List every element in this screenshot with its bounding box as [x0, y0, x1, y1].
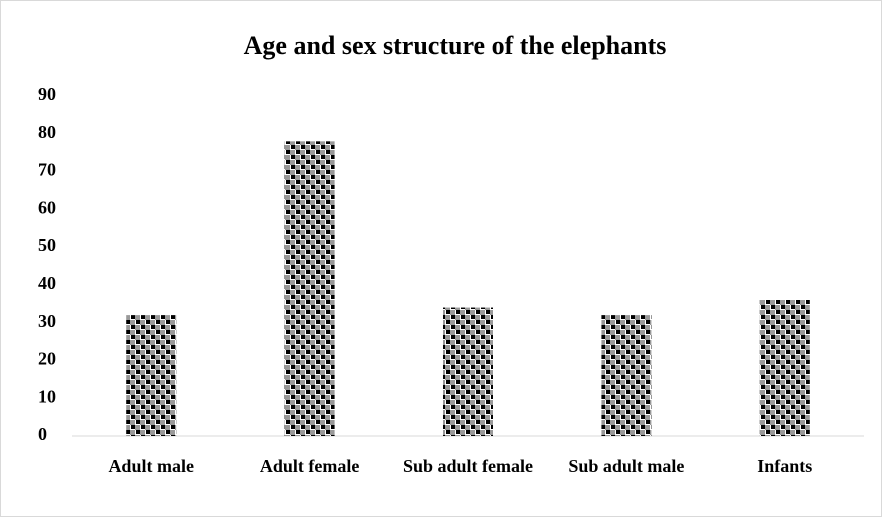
x-tick-label: Infants — [757, 456, 812, 476]
y-tick-label: 80 — [38, 122, 56, 142]
y-tick-label: 50 — [38, 235, 56, 255]
y-tick-label: 70 — [38, 160, 56, 180]
x-tick-label: Adult female — [260, 456, 359, 476]
chart-title: Age and sex structure of the elephants — [244, 31, 667, 60]
y-tick-label: 20 — [38, 349, 56, 369]
y-tick-label: 0 — [38, 424, 47, 444]
x-tick-label: Sub adult female — [403, 456, 533, 476]
bar — [759, 300, 810, 436]
y-tick-label: 30 — [38, 311, 56, 331]
bar — [284, 141, 335, 437]
x-tick-label: Adult male — [108, 456, 194, 476]
y-tick-label: 60 — [38, 197, 56, 217]
y-tick-label: 40 — [38, 273, 56, 293]
bar — [126, 315, 177, 436]
y-tick-label: 90 — [38, 84, 56, 104]
y-tick-label: 10 — [38, 386, 56, 406]
x-tick-label: Sub adult male — [568, 456, 684, 476]
bar — [443, 307, 493, 436]
bar — [601, 315, 652, 436]
